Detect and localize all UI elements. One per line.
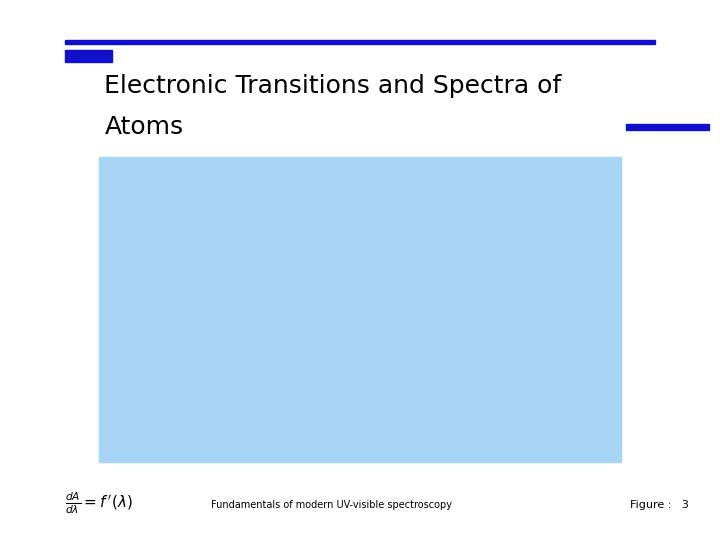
Bar (99, 157, 621, 462)
Text: Electronic Transitions and Spectra of: Electronic Transitions and Spectra of (104, 75, 562, 98)
Text: Fundamentals of modern UV-visible spectroscopy: Fundamentals of modern UV-visible spectr… (211, 500, 451, 510)
Bar (65, 50, 112, 62)
Bar (626, 124, 709, 130)
Text: Atoms: Atoms (104, 115, 184, 139)
Bar (65, 40, 655, 44)
Text: Figure :   3: Figure : 3 (630, 500, 689, 510)
Text: $\frac{dA}{d\lambda} = f\,^\prime(\lambda)$: $\frac{dA}{d\lambda} = f\,^\prime(\lambd… (65, 490, 132, 516)
